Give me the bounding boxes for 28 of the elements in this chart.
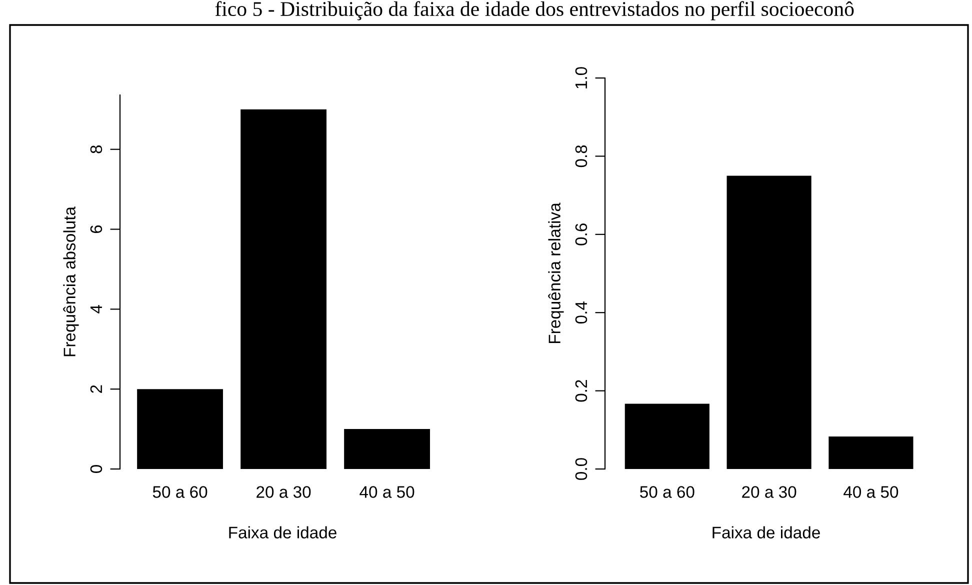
x-tick-label: 20 a 30: [742, 486, 796, 498]
y-tick-label: 2: [90, 385, 102, 393]
bar: [624, 404, 710, 469]
x-tick-label: 50 a 60: [152, 486, 208, 498]
bar: [828, 436, 914, 469]
y-tick-label: 8: [90, 145, 102, 154]
bar: [344, 429, 430, 469]
y-tick-label: 0.8: [575, 145, 588, 168]
x-tick-label: 40 a 50: [360, 486, 414, 498]
y-tick-label: 4: [90, 305, 102, 314]
y-axis-title: Frequência absoluta: [63, 206, 79, 356]
x-axis-title: Faixa de idade: [229, 526, 336, 538]
bar: [240, 109, 326, 469]
y-axis-title: Frequência relativa: [548, 202, 564, 343]
x-tick-label: 40 a 50: [844, 486, 898, 498]
bar: [726, 176, 812, 469]
y-tick-label: 6: [90, 225, 102, 234]
y-tick-label: 0.2: [575, 380, 588, 402]
y-tick-label: 0.0: [575, 458, 588, 480]
text: fico 5 - Distribuição da faixa de idade dos entrevistados no perfil socioeconô: [215, 1, 854, 20]
bar: [137, 389, 223, 469]
x-tick-label: 20 a 30: [256, 486, 311, 498]
x-axis-title: Faixa de idade: [712, 526, 820, 538]
y-tick-label: 0.4: [575, 302, 588, 324]
y-tick-label: 0: [90, 465, 102, 473]
y-tick-label: 0.6: [575, 224, 588, 246]
y-tick-label: 1.0: [575, 67, 588, 88]
x-tick-label: 50 a 60: [640, 486, 694, 498]
